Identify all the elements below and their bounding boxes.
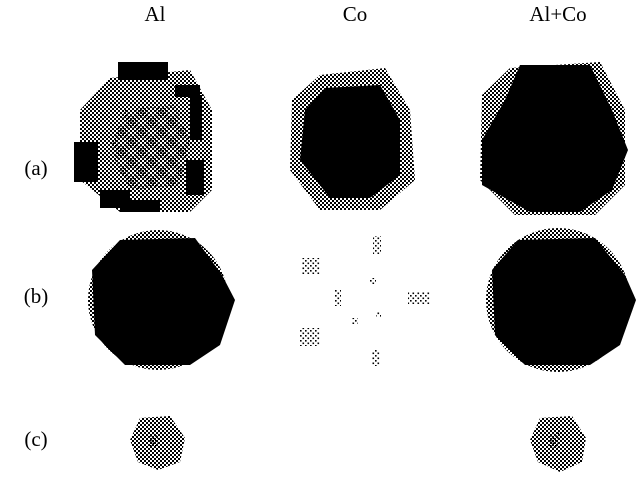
pattern-image — [130, 416, 185, 470]
row-label: (b) — [24, 284, 49, 308]
column-label: Al — [145, 2, 166, 26]
pattern-image — [300, 236, 430, 366]
pattern-image — [74, 62, 212, 212]
pattern-image — [530, 416, 586, 472]
pattern-image — [480, 62, 628, 215]
row-label: (c) — [24, 427, 47, 451]
pattern-image — [290, 68, 415, 210]
column-label: Al+Co — [529, 2, 586, 26]
column-label: Co — [343, 2, 368, 26]
pattern-image — [88, 230, 235, 370]
pattern-image — [486, 228, 636, 372]
row-label: (a) — [24, 156, 47, 180]
